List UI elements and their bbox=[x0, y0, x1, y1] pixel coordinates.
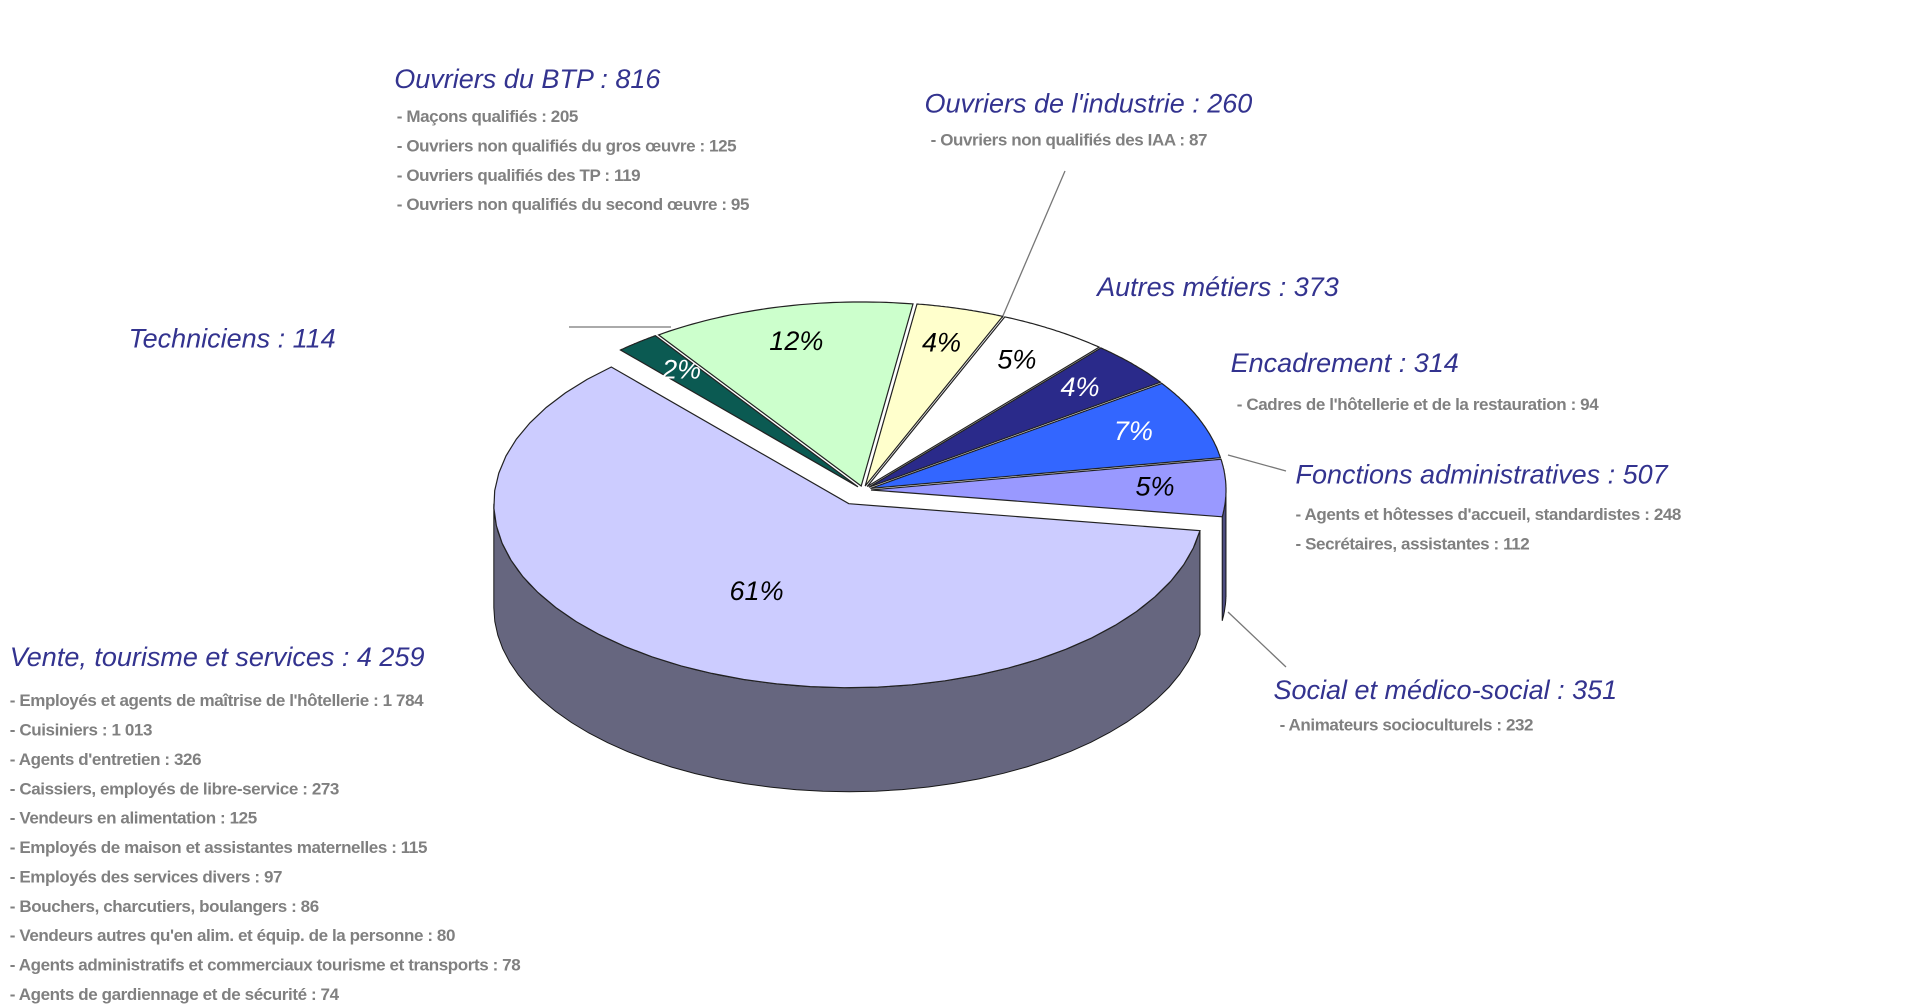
leader-line bbox=[1002, 171, 1065, 318]
detail-label: - Bouchers, charcutiers, boulangers : 86 bbox=[10, 897, 319, 916]
category-label: Fonctions administratives : 507 bbox=[1296, 459, 1669, 489]
detail-label: - Vendeurs autres qu'en alim. et équip. … bbox=[10, 926, 455, 945]
detail-label: - Secrétaires, assistantes : 112 bbox=[1296, 534, 1530, 553]
detail-label: - Vendeurs en alimentation : 125 bbox=[10, 809, 257, 828]
detail-label: - Cadres de l'hôtellerie et de la restau… bbox=[1237, 395, 1599, 414]
detail-label: - Ouvriers qualifiés des TP : 119 bbox=[397, 166, 641, 185]
detail-label: - Employés des services divers : 97 bbox=[10, 867, 282, 886]
detail-label: - Ouvriers non qualifiés des IAA : 87 bbox=[931, 130, 1207, 149]
data-label: 4% bbox=[922, 327, 961, 357]
detail-label: - Agents et hôtesses d'accueil, standard… bbox=[1296, 505, 1682, 524]
leader-line bbox=[1228, 455, 1286, 471]
category-label: Vente, tourisme et services : 4 259 bbox=[10, 642, 425, 672]
detail-label: - Caissiers, employés de libre-service :… bbox=[10, 779, 339, 798]
detail-label: - Agents de gardiennage et de sécurité :… bbox=[10, 985, 340, 1004]
data-label: 5% bbox=[1135, 472, 1174, 502]
detail-label: - Animateurs socioculturels : 232 bbox=[1280, 716, 1534, 735]
pie: 2%12%4%5%4%7%5%61% bbox=[494, 302, 1226, 792]
data-label: 12% bbox=[769, 326, 823, 356]
detail-label: - Maçons qualifiés : 205 bbox=[397, 107, 578, 126]
category-label: Ouvriers de l'industrie : 260 bbox=[924, 88, 1252, 118]
detail-label: - Ouvriers non qualifiés du gros œuvre :… bbox=[397, 136, 736, 155]
detail-label: - Employés de maison et assistantes mate… bbox=[10, 838, 427, 857]
category-label: Techniciens : 114 bbox=[129, 324, 336, 354]
detail-label: - Agents administratifs et commerciaux t… bbox=[10, 956, 521, 975]
detail-label: - Agents d'entretien : 326 bbox=[10, 750, 201, 769]
data-label: 5% bbox=[997, 344, 1036, 374]
data-label: 4% bbox=[1060, 372, 1099, 402]
data-label: 7% bbox=[1114, 416, 1153, 446]
category-label: Social et médico-social : 351 bbox=[1273, 675, 1617, 705]
category-label: Encadrement : 314 bbox=[1231, 348, 1459, 378]
chart: 2%12%4%5%4%7%5%61% Techniciens : 114Ouvr… bbox=[0, 0, 1920, 1008]
category-label: Autres métiers : 373 bbox=[1095, 272, 1339, 302]
detail-label: - Employés et agents de maîtrise de l'hô… bbox=[10, 691, 424, 710]
data-label: 61% bbox=[730, 576, 784, 606]
category-label: Ouvriers du BTP : 816 bbox=[394, 64, 661, 94]
detail-label: - Cuisiniers : 1 013 bbox=[10, 721, 152, 740]
leader-line bbox=[1228, 612, 1286, 667]
detail-label: - Ouvriers non qualifiés du second œuvre… bbox=[397, 195, 749, 214]
